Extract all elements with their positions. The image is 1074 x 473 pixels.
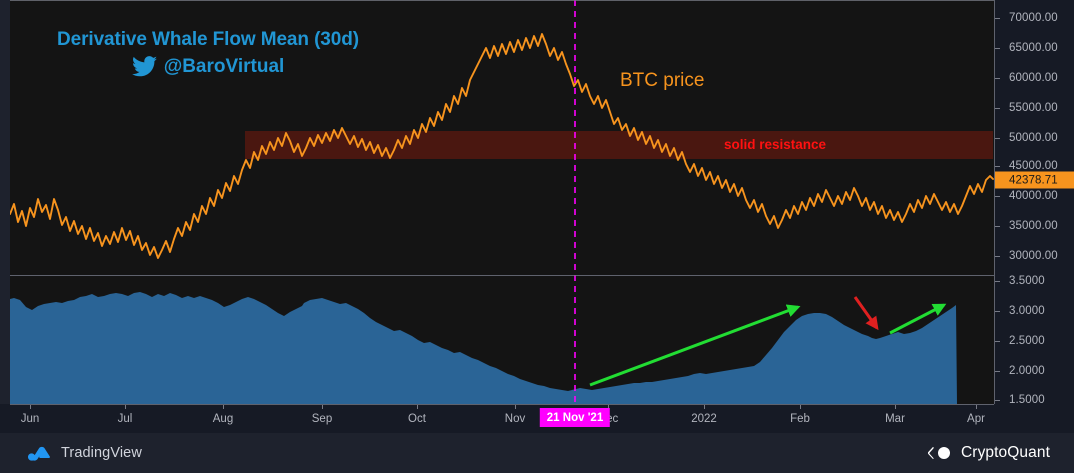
time-tick (223, 405, 224, 409)
axis-tick (995, 341, 1000, 342)
axis-tick (995, 196, 1000, 197)
price-axis-separator (994, 0, 995, 404)
tradingview-label: TradingView (61, 444, 142, 461)
pane-divider-bottom (10, 404, 994, 405)
pane-divider-top (10, 0, 994, 1)
axis-tick (995, 108, 1000, 109)
time-tick (515, 405, 516, 409)
price-axis-label: 45000.00 (1009, 160, 1058, 172)
cryptoquant-logo-icon (927, 447, 951, 459)
time-axis-label: Apr (967, 413, 985, 425)
price-axis-label: 55000.00 (1009, 102, 1058, 114)
tradingview-brand[interactable]: TradingView (28, 444, 142, 461)
flow-pane-background (10, 276, 994, 404)
time-axis-label: 2022 (691, 413, 717, 425)
time-axis-label: Oct (408, 413, 426, 425)
time-tick (608, 405, 609, 409)
axis-tick (995, 256, 1000, 257)
time-axis-label: Feb (790, 413, 810, 425)
branding-footer: TradingView CryptoQuant (0, 433, 1074, 473)
price-axis-label: 40000.00 (1009, 190, 1058, 202)
flow-axis-label: 2.0000 (1009, 365, 1045, 377)
axis-tick (995, 311, 1000, 312)
price-axis-label: 65000.00 (1009, 42, 1058, 54)
price-axis-label: 50000.00 (1009, 132, 1058, 144)
time-axis-label: Nov (504, 413, 526, 425)
flow-axis-label: 1.5000 (1009, 394, 1045, 406)
axis-tick (995, 226, 1000, 227)
time-axis-label: Jul (117, 413, 133, 425)
resistance-zone (245, 131, 993, 159)
axis-tick (995, 18, 1000, 19)
cryptoquant-label: CryptoQuant (961, 444, 1050, 461)
current-price-value: 42378.71 (1009, 174, 1058, 186)
axis-tick (995, 138, 1000, 139)
flow-axis-label: 3.0000 (1009, 305, 1045, 317)
tradingview-logo-icon (28, 446, 50, 461)
time-axis[interactable]: Jun Jul Aug Sep Oct Nov Dec 2022 Feb Mar… (0, 405, 994, 433)
time-axis-label: Jun (20, 413, 40, 425)
axis-tick (995, 281, 1000, 282)
time-axis-label: Aug (212, 413, 234, 425)
time-tick (30, 405, 31, 409)
time-tick (704, 405, 705, 409)
time-tick (322, 405, 323, 409)
selected-date-tag: 21 Nov '21 (539, 408, 611, 427)
current-price-tag: 42378.71 (995, 171, 1074, 189)
flow-axis-label: 2.5000 (1009, 335, 1045, 347)
left-gutter (0, 0, 10, 404)
resistance-zone-label: solid resistance (724, 137, 827, 152)
btc-price-annotation: BTC price (620, 70, 705, 91)
axis-tick (995, 78, 1000, 79)
pane-divider-middle[interactable] (10, 275, 994, 276)
axis-tick (995, 166, 1000, 167)
selected-date-value: 21 Nov '21 (546, 411, 604, 424)
time-tick (125, 405, 126, 409)
time-tick (895, 405, 896, 409)
axis-tick (995, 371, 1000, 372)
price-axis-label: 60000.00 (1009, 72, 1058, 84)
price-axis-label: 30000.00 (1009, 250, 1058, 262)
price-axis-label: 35000.00 (1009, 220, 1058, 232)
price-axis-label: 70000.00 (1009, 12, 1058, 24)
time-tick (800, 405, 801, 409)
time-tick (417, 405, 418, 409)
time-tick (976, 405, 977, 409)
time-axis-label: Sep (311, 413, 333, 425)
axis-tick (995, 48, 1000, 49)
time-axis-label: Mar (885, 413, 905, 425)
cryptoquant-brand[interactable]: CryptoQuant (927, 444, 1050, 462)
flow-axis-label: 3.5000 (1009, 275, 1045, 287)
axis-tick (995, 400, 1000, 401)
price-axis[interactable]: 70000.00 65000.00 60000.00 55000.00 5000… (995, 0, 1074, 406)
